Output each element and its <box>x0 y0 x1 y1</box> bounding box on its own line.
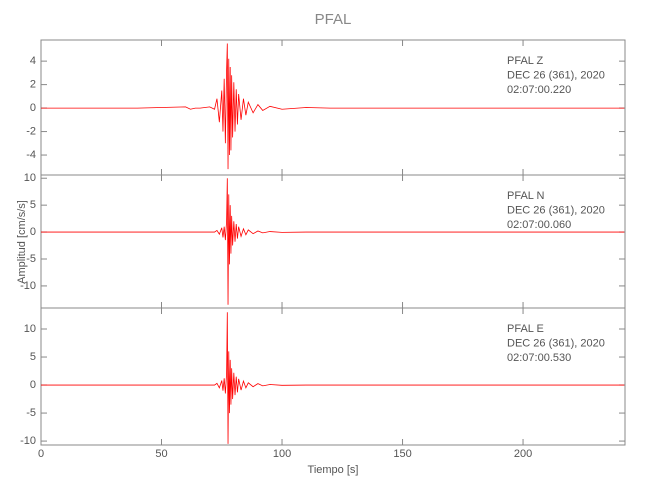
trace-annotation: 02:07:00.220 <box>507 84 571 96</box>
y-tick-label: 0 <box>30 102 36 114</box>
y-tick-label: 4 <box>30 55 36 67</box>
trace <box>41 312 625 444</box>
y-tick-label: -10 <box>20 280 36 292</box>
y-tick-label: -5 <box>26 407 36 419</box>
x-tick-label: 0 <box>38 448 44 460</box>
trace-annotation: PFAL N <box>507 190 545 202</box>
trace-annotation: DEC 26 (361), 2020 <box>507 204 605 216</box>
y-tick-label: 0 <box>30 379 36 391</box>
y-tick-label: 10 <box>24 172 36 184</box>
y-tick-label: 5 <box>30 199 36 211</box>
trace-annotation: DEC 26 (361), 2020 <box>507 69 605 81</box>
panel-frame <box>40 307 626 446</box>
trace-annotation: 02:07:00.060 <box>507 219 571 231</box>
trace-annotation: PFAL Z <box>507 55 544 67</box>
y-tick-label: 10 <box>24 323 36 335</box>
y-tick-label: 0 <box>30 226 36 238</box>
trace <box>41 43 625 170</box>
x-tick-label: 100 <box>273 448 291 460</box>
chart-title: PFAL <box>315 11 352 28</box>
x-tick-label: 50 <box>155 448 167 460</box>
trace-annotation: 02:07:00.530 <box>507 352 571 364</box>
y-tick-label: -10 <box>20 435 36 447</box>
x-tick-label: 150 <box>393 448 411 460</box>
y-tick-label: -2 <box>26 125 36 137</box>
x-axis-label: Tiempo [s] <box>308 464 359 476</box>
y-tick-label: -4 <box>26 149 36 161</box>
trace <box>41 178 625 305</box>
trace-annotation: PFAL E <box>507 323 544 335</box>
y-tick-label: -5 <box>26 253 36 265</box>
trace-annotation: DEC 26 (361), 2020 <box>507 337 605 349</box>
y-axis-label: Amplitud [cm/s/s] <box>16 200 28 284</box>
y-tick-label: 2 <box>30 79 36 91</box>
y-tick-label: 5 <box>30 351 36 363</box>
x-tick-label: 200 <box>514 448 532 460</box>
